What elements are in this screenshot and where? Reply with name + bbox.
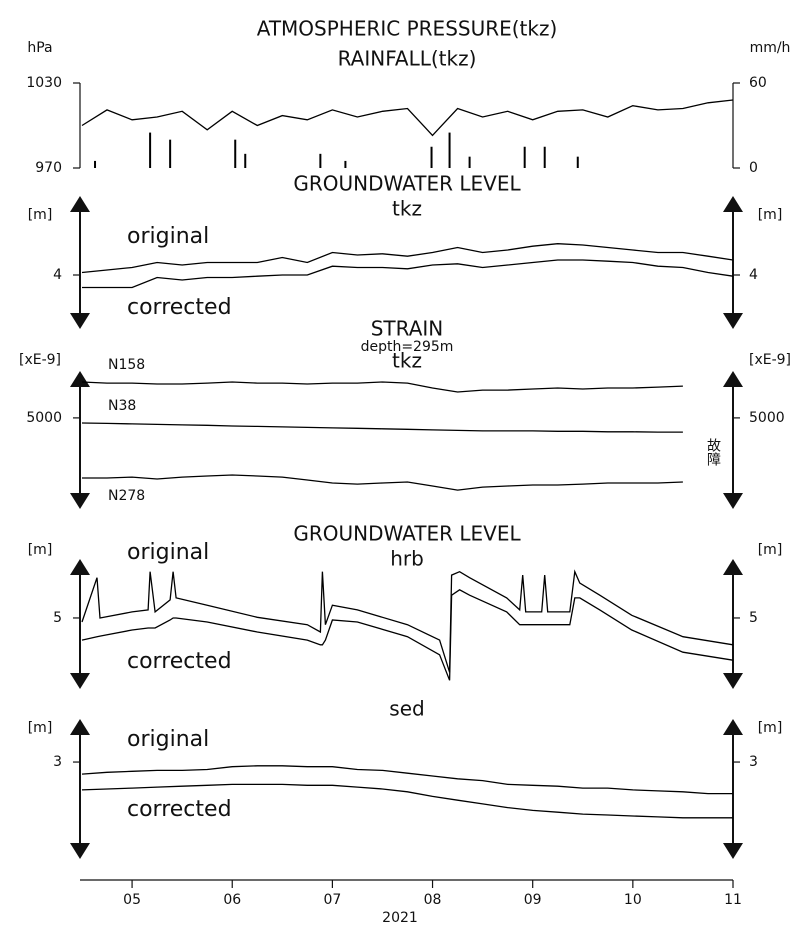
y2-tick-label: 60 <box>749 75 767 91</box>
rain-bar <box>244 153 247 168</box>
rain-bar <box>234 139 237 168</box>
y2-tick-label: 3 <box>749 754 758 770</box>
rain-bar <box>448 132 451 168</box>
y-tick-label: 5000 <box>26 410 62 426</box>
annotation: 故障 <box>705 438 721 466</box>
y-tick-label: 4 <box>53 267 62 283</box>
rain-bar <box>543 146 546 168</box>
series-label: corrected <box>127 649 232 674</box>
rain-bar <box>344 160 347 168</box>
panel-title: GROUNDWATER LEVEL <box>293 172 521 196</box>
x-tick-label: 06 <box>223 892 241 908</box>
series-label: original <box>127 224 209 249</box>
rain-bar <box>149 132 152 168</box>
panel-subtitle: RAINFALL(tkz) <box>338 47 477 71</box>
series-line <box>81 783 733 819</box>
y-axis-label: [xE-9] <box>19 352 61 368</box>
y-tick-label: 5 <box>53 610 62 626</box>
series-label: N38 <box>108 398 136 414</box>
y-tick-label: 3 <box>53 754 62 770</box>
x-tick-label: 08 <box>424 892 442 908</box>
x-tick-label: 05 <box>123 892 141 908</box>
y2-tick-label: 4 <box>749 267 758 283</box>
series-line <box>81 589 734 681</box>
x-tick-label: 10 <box>624 892 642 908</box>
y-tick-label: 970 <box>35 160 62 176</box>
series-label: corrected <box>127 797 232 822</box>
x-tick-label: 09 <box>524 892 542 908</box>
panel-subtitle: tkz <box>392 197 422 221</box>
y2-axis-label: [m] <box>758 720 783 736</box>
y-axis-label: [m] <box>28 207 53 223</box>
y-axis-label: [m] <box>28 542 53 558</box>
panel-station: tkz <box>392 349 422 373</box>
rain-bar <box>169 139 172 168</box>
panel-title: STRAIN <box>371 317 444 341</box>
y2-tick-label: 5000 <box>749 410 785 426</box>
rain-bar <box>523 146 526 168</box>
series-line <box>81 569 734 673</box>
series-label: corrected <box>127 295 232 320</box>
x-tick-label: 07 <box>323 892 341 908</box>
series-label: N278 <box>108 488 145 504</box>
series-line <box>81 765 733 795</box>
x-tick-label: 11 <box>724 892 742 908</box>
rain-bar <box>319 153 322 168</box>
series-line <box>82 259 734 289</box>
panel-subtitle: hrb <box>390 547 424 571</box>
y2-axis-label: [m] <box>758 207 783 223</box>
y2-tick-label: 0 <box>749 160 758 176</box>
series-label: original <box>127 540 209 565</box>
panel-subtitle: depth=295m <box>361 339 454 355</box>
y-tick-label: 1030 <box>26 75 62 91</box>
rain-bar <box>94 160 97 168</box>
series-line <box>81 99 734 137</box>
series-line <box>81 422 683 433</box>
panel-subtitle: sed <box>389 697 424 721</box>
y2-axis-label: [m] <box>758 542 783 558</box>
panel-title: GROUNDWATER LEVEL <box>293 522 521 546</box>
rain-bar <box>468 156 471 168</box>
y2-tick-label: 5 <box>749 610 758 626</box>
series-line <box>81 381 683 393</box>
y-axis-label: hPa <box>27 40 52 56</box>
series-line <box>82 474 683 491</box>
y2-axis-label: mm/h <box>750 40 791 56</box>
series-line <box>81 243 734 274</box>
rain-bar <box>576 156 579 168</box>
y-axis-label: [m] <box>28 720 53 736</box>
series-label: N158 <box>108 357 145 373</box>
panel-title: ATMOSPHERIC PRESSURE(tkz) <box>257 17 558 41</box>
series-label: original <box>127 727 209 752</box>
y2-axis-label: [xE-9] <box>749 352 791 368</box>
rain-bar <box>430 146 433 168</box>
x-axis-label: 2021 <box>382 910 418 926</box>
